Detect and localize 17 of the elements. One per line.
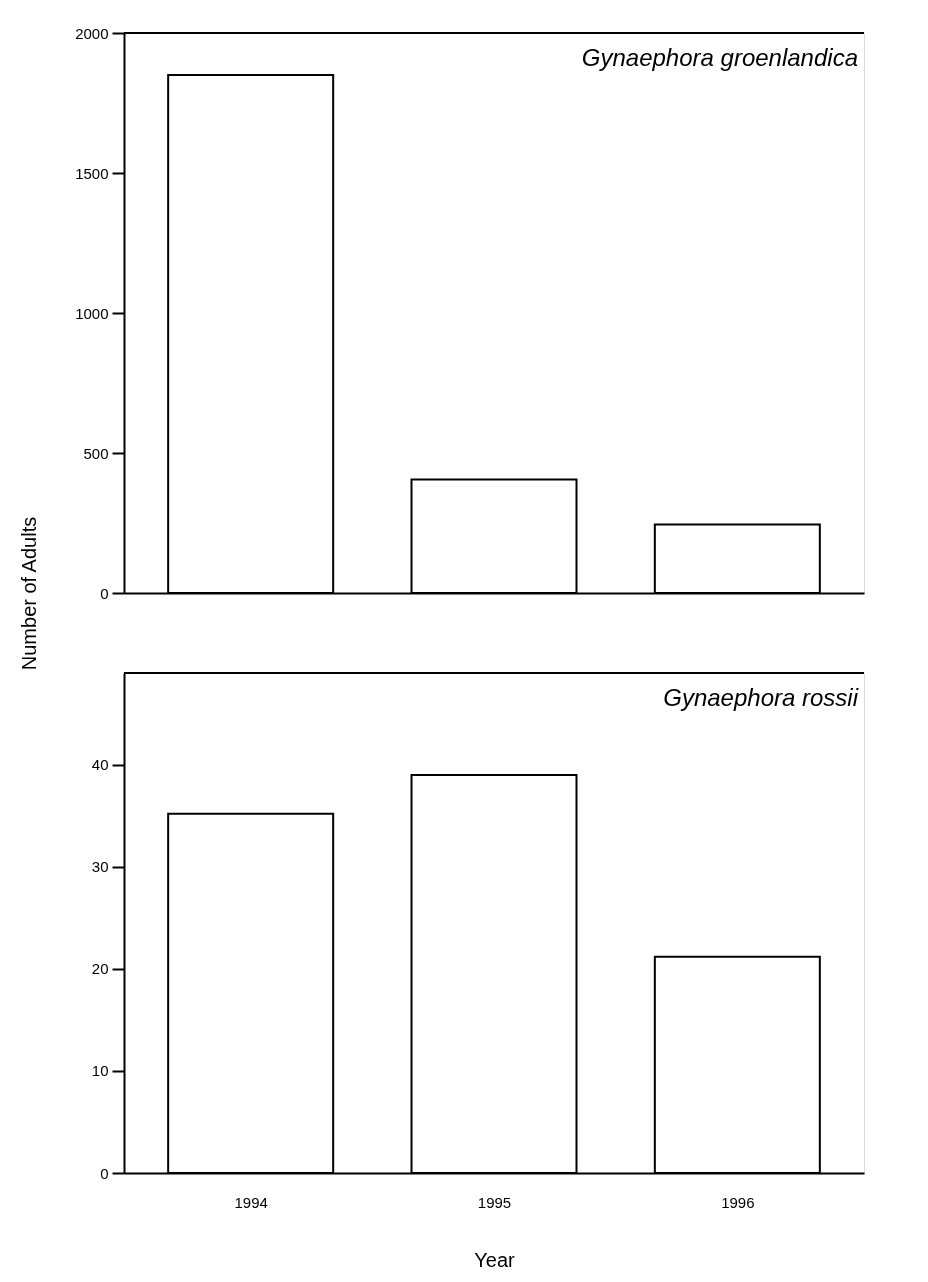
y-tick-label: 0 xyxy=(100,1164,109,1182)
y-tick-label: 20 xyxy=(91,960,109,978)
y-tick-label: 2000 xyxy=(75,24,109,42)
x-axis-title: Year xyxy=(474,1248,516,1271)
x-tick-label: 1996 xyxy=(721,1193,755,1211)
annotation: Gynaephora groenlandica xyxy=(581,44,858,71)
y-tick-label: 1000 xyxy=(75,304,109,322)
y-tick-label: 30 xyxy=(91,858,109,876)
y-axis-title: Number of Adults xyxy=(17,516,40,671)
x-tick-label: 1995 xyxy=(477,1193,512,1211)
y-tick-label: 500 xyxy=(83,444,109,462)
y-tick-label: 40 xyxy=(91,756,109,774)
annotation: Gynaephora rossii xyxy=(663,684,859,711)
y-tick-label: 0 xyxy=(100,584,109,602)
x-tick-label: 1994 xyxy=(234,1193,268,1211)
y-tick-label: 10 xyxy=(91,1062,109,1080)
y-tick-label: 1500 xyxy=(75,164,109,182)
